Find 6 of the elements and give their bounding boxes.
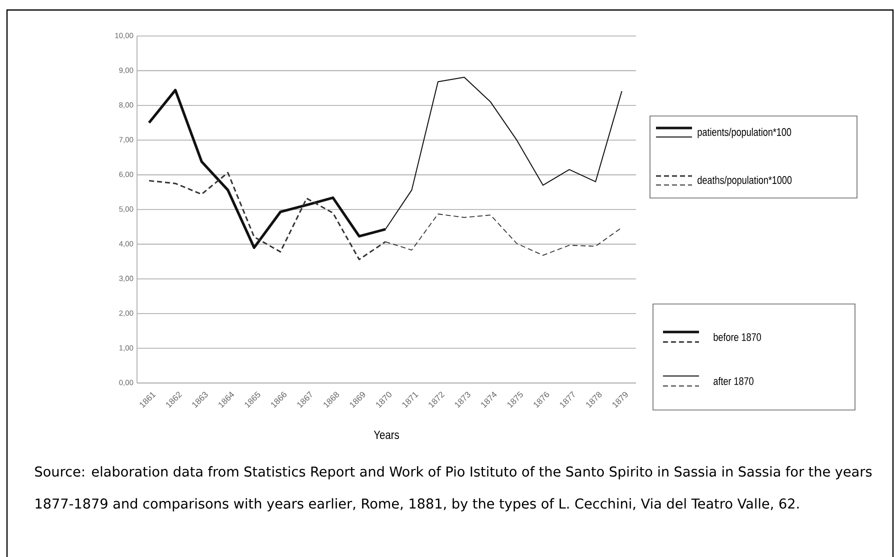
text: deaths/population*1000: [698, 176, 792, 186]
text: patients/population*100: [698, 128, 792, 138]
text: before 1870: [714, 332, 761, 342]
text: Source: elaboration data from Statistics Report and Work of Pio Istituto of the Santo Spirito in Sassia in Sassia for the years 1877-1879 and comparisons with years earlier, Rome, 1881, by the types of L. Cecchini, Via del Teatro Valle, 62.: [35, 466, 872, 512]
x-axis-title: Years: [374, 430, 399, 440]
text: after 1870: [714, 376, 754, 386]
